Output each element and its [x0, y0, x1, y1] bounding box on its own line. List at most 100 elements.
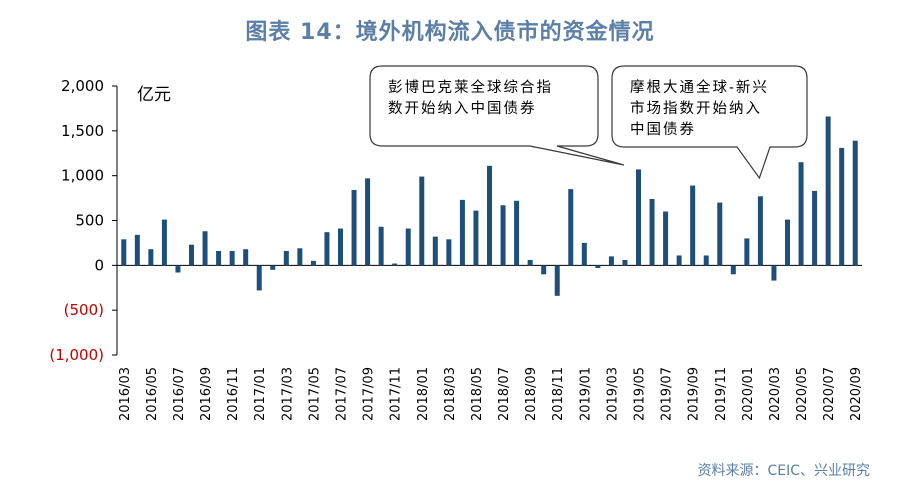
- bar-2019-05: [636, 169, 641, 266]
- bar-2018-10: [541, 265, 547, 275]
- y-tick-label: 2,000: [61, 77, 104, 95]
- bar-2018-11: [554, 265, 560, 296]
- x-tick-label: 2020/01: [741, 367, 756, 421]
- x-tick-label: 2019/05: [633, 367, 648, 421]
- bar-2020-02: [757, 196, 763, 266]
- x-tick-label: 2020/07: [822, 367, 837, 421]
- bar-2017-01: [256, 265, 262, 291]
- bar-2017-05: [310, 260, 316, 266]
- bar-2019-09: [690, 185, 696, 266]
- bar-2017-12: [405, 228, 411, 266]
- bar-2020-06: [812, 190, 818, 266]
- bar-2016-09: [202, 231, 208, 266]
- x-tick-label: 2019/01: [578, 367, 593, 421]
- bars: [121, 116, 858, 296]
- x-tick-label: 2018/05: [470, 367, 485, 421]
- bar-2016-06: [161, 219, 167, 266]
- bar-2018-03: [446, 239, 452, 266]
- chart-title: 图表 14：境外机构流入债市的资金情况: [245, 20, 655, 45]
- x-tick-label: 2020/03: [768, 367, 783, 421]
- y-tick-label: (1,000): [49, 346, 104, 364]
- unit-label: 亿元: [137, 85, 171, 105]
- x-tick-label: 2017/07: [335, 367, 350, 421]
- x-tick-label: 2016/03: [118, 367, 133, 421]
- bar-2019-11: [717, 202, 723, 266]
- bar-2019-03: [608, 256, 614, 266]
- bar-2017-10: [378, 226, 384, 266]
- bar-2019-01: [581, 242, 587, 266]
- x-tick-label: 2016/07: [172, 367, 187, 421]
- bar-2020-03: [771, 265, 777, 281]
- bar-2017-06: [324, 232, 330, 266]
- callout-box-1: [369, 65, 625, 166]
- x-tick-label: 2019/11: [714, 367, 729, 421]
- bar-2016-12: [243, 249, 249, 266]
- bar-2020-05: [798, 162, 804, 266]
- source-note: 资料来源：CEIC、兴业研究: [697, 463, 870, 479]
- x-tick-label: 2017/05: [307, 367, 322, 421]
- bar-2020-09: [852, 140, 858, 266]
- bar-2020-01: [744, 238, 750, 266]
- callout-text-line: 彭博巴克莱全球综合指: [388, 78, 553, 96]
- bar-2016-07: [175, 265, 181, 273]
- bar-2020-04: [785, 219, 790, 266]
- bar-2019-08: [676, 255, 682, 266]
- callout-text-line: 市场指数开始纳入: [630, 100, 762, 117]
- callout-text-line: 数开始纳入中国债券: [388, 100, 537, 117]
- x-tick-label: 2019/09: [687, 367, 702, 421]
- y-tick-label: 0: [94, 256, 104, 274]
- bar-2019-10: [703, 255, 709, 266]
- bar-2017-04: [297, 248, 303, 266]
- callout-text-line: 中国债券: [630, 121, 696, 138]
- bar-2017-08: [351, 190, 357, 266]
- bar-2017-03: [283, 250, 289, 266]
- bar-2018-08: [514, 200, 520, 266]
- x-tick-label: 2016/05: [145, 367, 160, 421]
- bar-2019-07: [663, 211, 669, 266]
- x-tick-label: 2018/09: [524, 367, 539, 421]
- bar-2016-04: [134, 234, 140, 266]
- y-tick-label: 1,500: [61, 122, 104, 140]
- x-tick-label: 2017/03: [280, 367, 295, 421]
- bar-2018-12: [568, 189, 574, 266]
- y-axis-ticks: 2,000 1,500 1,000 500 0 (500) (1,000): [49, 77, 117, 364]
- x-tick-label: 2018/11: [551, 367, 566, 421]
- bar-2019-04: [622, 259, 628, 266]
- x-axis-ticks: 2016/03 2016/05 2016/07 2016/09 2016/11 2017/…: [118, 367, 864, 421]
- bar-2018-02: [432, 236, 438, 266]
- bar-2019-02: [595, 265, 601, 269]
- bar-2016-03: [121, 239, 127, 266]
- x-tick-label: 2018/03: [443, 367, 458, 421]
- bar-2018-05: [473, 210, 479, 266]
- callout-box-2: [611, 65, 808, 180]
- x-tick-label: 2016/11: [226, 367, 241, 421]
- bar-2019-06: [649, 198, 655, 266]
- y-tick-label: 1,000: [61, 167, 104, 185]
- bar-2016-10: [216, 250, 222, 266]
- y-tick-label: 500: [75, 212, 104, 230]
- bar-2018-01: [419, 176, 425, 266]
- bar-2016-08: [189, 244, 194, 266]
- x-tick-label: 2017/11: [389, 367, 404, 421]
- bar-2018-07: [500, 205, 506, 266]
- x-tick-label: 2020/09: [849, 367, 864, 421]
- x-tick-label: 2019/03: [605, 367, 620, 421]
- x-tick-label: 2017/09: [362, 367, 377, 421]
- x-tick-label: 2018/07: [497, 367, 512, 421]
- bar-2017-07: [338, 228, 343, 266]
- bar-2016-11: [229, 250, 235, 266]
- bar-2020-08: [839, 147, 845, 266]
- bar-2016-05: [148, 249, 154, 266]
- bar-2020-07: [825, 116, 831, 266]
- x-tick-label: 2019/07: [660, 367, 675, 421]
- x-tick-label: 2017/01: [253, 367, 268, 421]
- bar-2018-06: [487, 165, 492, 266]
- y-tick-label: (500): [64, 301, 104, 319]
- x-tick-label: 2016/09: [199, 367, 214, 421]
- bar-2018-04: [459, 199, 465, 266]
- bar-2017-11: [392, 263, 398, 266]
- x-tick-label: 2018/01: [416, 367, 431, 421]
- bar-2017-02: [270, 265, 276, 270]
